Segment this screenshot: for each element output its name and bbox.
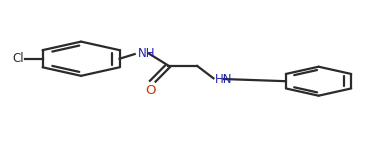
- Text: O: O: [146, 84, 156, 97]
- Text: NH: NH: [138, 47, 155, 60]
- Text: Cl: Cl: [12, 52, 24, 65]
- Text: HN: HN: [215, 72, 233, 86]
